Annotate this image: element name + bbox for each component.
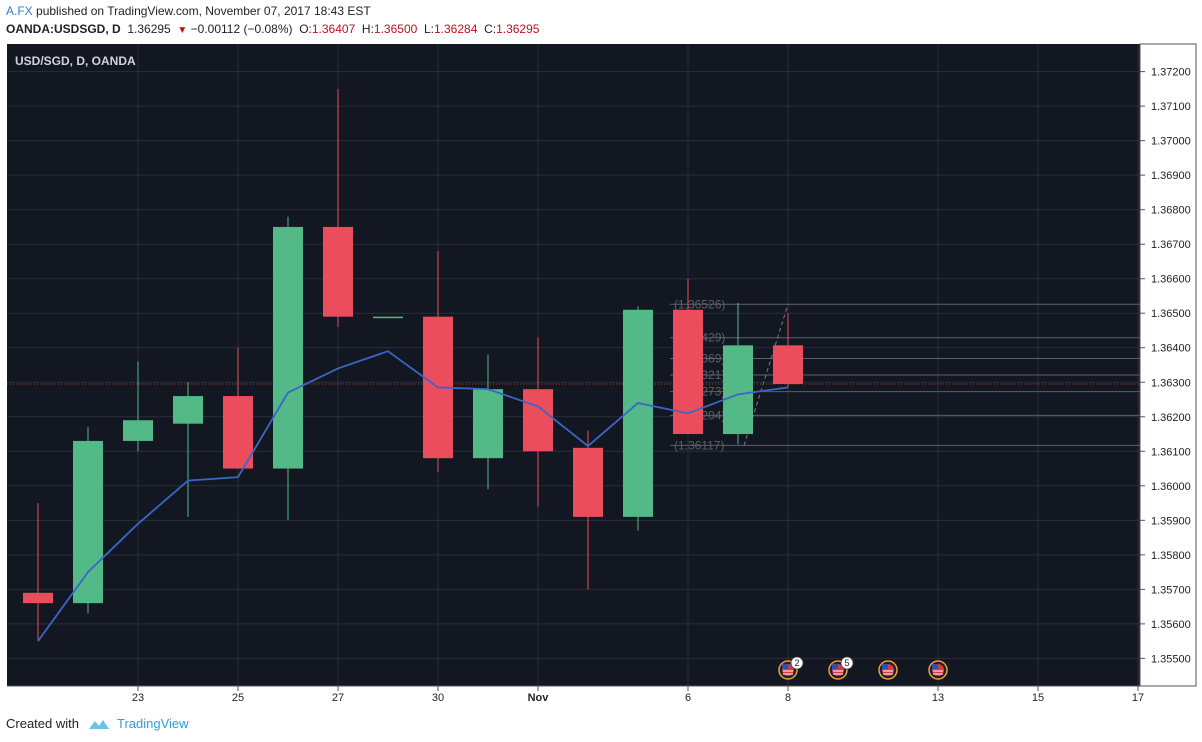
price-tick-label: 1.35500 bbox=[1151, 653, 1191, 665]
price-tick-label: 1.35700 bbox=[1151, 584, 1191, 596]
close-label: C: bbox=[484, 22, 497, 36]
price-tick-label: 1.36400 bbox=[1151, 343, 1191, 355]
time-tick-label: 17 bbox=[1132, 692, 1144, 704]
bear-candle-body bbox=[23, 592, 53, 604]
chart-title: USD/SGD, D, OANDA bbox=[15, 54, 136, 68]
price-tick-label: 1.36800 bbox=[1151, 205, 1191, 217]
bull-candle-body bbox=[73, 440, 103, 604]
tradingview-brand-link[interactable]: TradingView bbox=[116, 716, 189, 731]
price-tick-label: 1.36900 bbox=[1151, 170, 1191, 182]
time-tick-label: 6 bbox=[685, 692, 691, 704]
time-tick-label: 13 bbox=[932, 692, 944, 704]
price-tick-label: 1.35800 bbox=[1151, 550, 1191, 562]
event-count-badge bbox=[840, 656, 854, 670]
plot-background bbox=[7, 44, 1140, 686]
price-tick-label: 1.37200 bbox=[1151, 67, 1191, 79]
price-tick-label: 1.36200 bbox=[1151, 412, 1191, 424]
bear-candle-body bbox=[323, 226, 353, 317]
flag-canton bbox=[932, 664, 938, 669]
footer: Created with TradingView bbox=[6, 716, 189, 731]
published-text: published on TradingView.com, November 0… bbox=[36, 4, 371, 18]
time-tick-label: 8 bbox=[785, 692, 791, 704]
time-tick-label: Nov bbox=[528, 692, 550, 704]
flag-canton bbox=[832, 664, 838, 669]
price-axis[interactable]: 1.37200 1.37100 1.37000 1.36900 1.36800 1.367… bbox=[1140, 67, 1191, 666]
price-tick-label: 1.37100 bbox=[1151, 101, 1191, 113]
low-label: L: bbox=[423, 22, 434, 36]
price-tick-label: 1.36000 bbox=[1151, 481, 1191, 493]
price-tick-label: 1.35900 bbox=[1151, 515, 1191, 527]
time-tick-label: 27 bbox=[332, 692, 344, 704]
price-tick-label: 1.36700 bbox=[1151, 239, 1191, 251]
created-with-text: Created with bbox=[6, 716, 79, 731]
open-label: O: bbox=[299, 22, 312, 36]
ohlc-line: OANDA:USDSGD, D 1.36295 ▼ −0.00112 (−0.0… bbox=[6, 22, 539, 36]
change-text: −0.00112 (−0.08%) bbox=[190, 22, 293, 36]
bull-candle-body bbox=[173, 396, 203, 424]
bull-candle-body bbox=[473, 389, 503, 459]
author-link[interactable]: A.FX bbox=[6, 4, 33, 18]
bear-candle-body bbox=[773, 345, 803, 384]
event-count-label: 2 bbox=[794, 658, 799, 668]
price-tick-label: 1.36100 bbox=[1151, 446, 1191, 458]
high-label: H: bbox=[361, 22, 374, 36]
price-tick-label: 1.35600 bbox=[1151, 619, 1191, 631]
event-count-badge bbox=[790, 656, 804, 670]
tradingview-logo-icon bbox=[87, 717, 111, 731]
price-tick-label: 1.37000 bbox=[1151, 136, 1191, 148]
flag-canton bbox=[882, 664, 888, 669]
fib-level-label: (1.36526) bbox=[674, 297, 725, 311]
bull-candle-body bbox=[123, 420, 153, 441]
time-tick-label: 15 bbox=[1032, 692, 1044, 704]
bear-candle-body bbox=[223, 396, 253, 469]
time-tick-label: 30 bbox=[432, 692, 444, 704]
bull-candle-body bbox=[373, 316, 403, 319]
low-value: 1.36284 bbox=[434, 22, 478, 36]
price-tick-label: 1.36600 bbox=[1151, 274, 1191, 286]
price-tick-label: 1.36500 bbox=[1151, 308, 1191, 320]
fib-level-label: (1.36117) bbox=[674, 438, 724, 452]
time-tick-label: 23 bbox=[132, 692, 144, 704]
flag-canton bbox=[782, 664, 788, 669]
bear-candle-body bbox=[523, 389, 553, 452]
bull-candle-body bbox=[273, 226, 303, 469]
bear-candle-body bbox=[673, 309, 703, 435]
publish-line: A.FX published on TradingView.com, Novem… bbox=[6, 4, 371, 18]
down-arrow-icon: ▼ bbox=[177, 25, 188, 36]
bull-candle-body bbox=[623, 309, 653, 517]
open-value: 1.36407 bbox=[311, 22, 356, 36]
last-price: 1.36295 bbox=[127, 22, 171, 36]
bull-candle-body bbox=[723, 345, 753, 435]
moving-average-line bbox=[37, 350, 789, 642]
price-tick-label: 1.36300 bbox=[1151, 377, 1191, 389]
symbol-label: OANDA:USDSGD, D bbox=[6, 22, 121, 36]
time-tick-label: 25 bbox=[232, 692, 244, 704]
bear-candle-body bbox=[573, 447, 603, 517]
event-count-label: 5 bbox=[844, 658, 849, 668]
high-value: 1.36500 bbox=[373, 22, 418, 36]
close-value: 1.36295 bbox=[496, 22, 540, 36]
time-axis[interactable]: 23 25 27 30 Nov 6 8 13 15 17 bbox=[132, 686, 1144, 704]
price-axis-background bbox=[1139, 43, 1197, 687]
